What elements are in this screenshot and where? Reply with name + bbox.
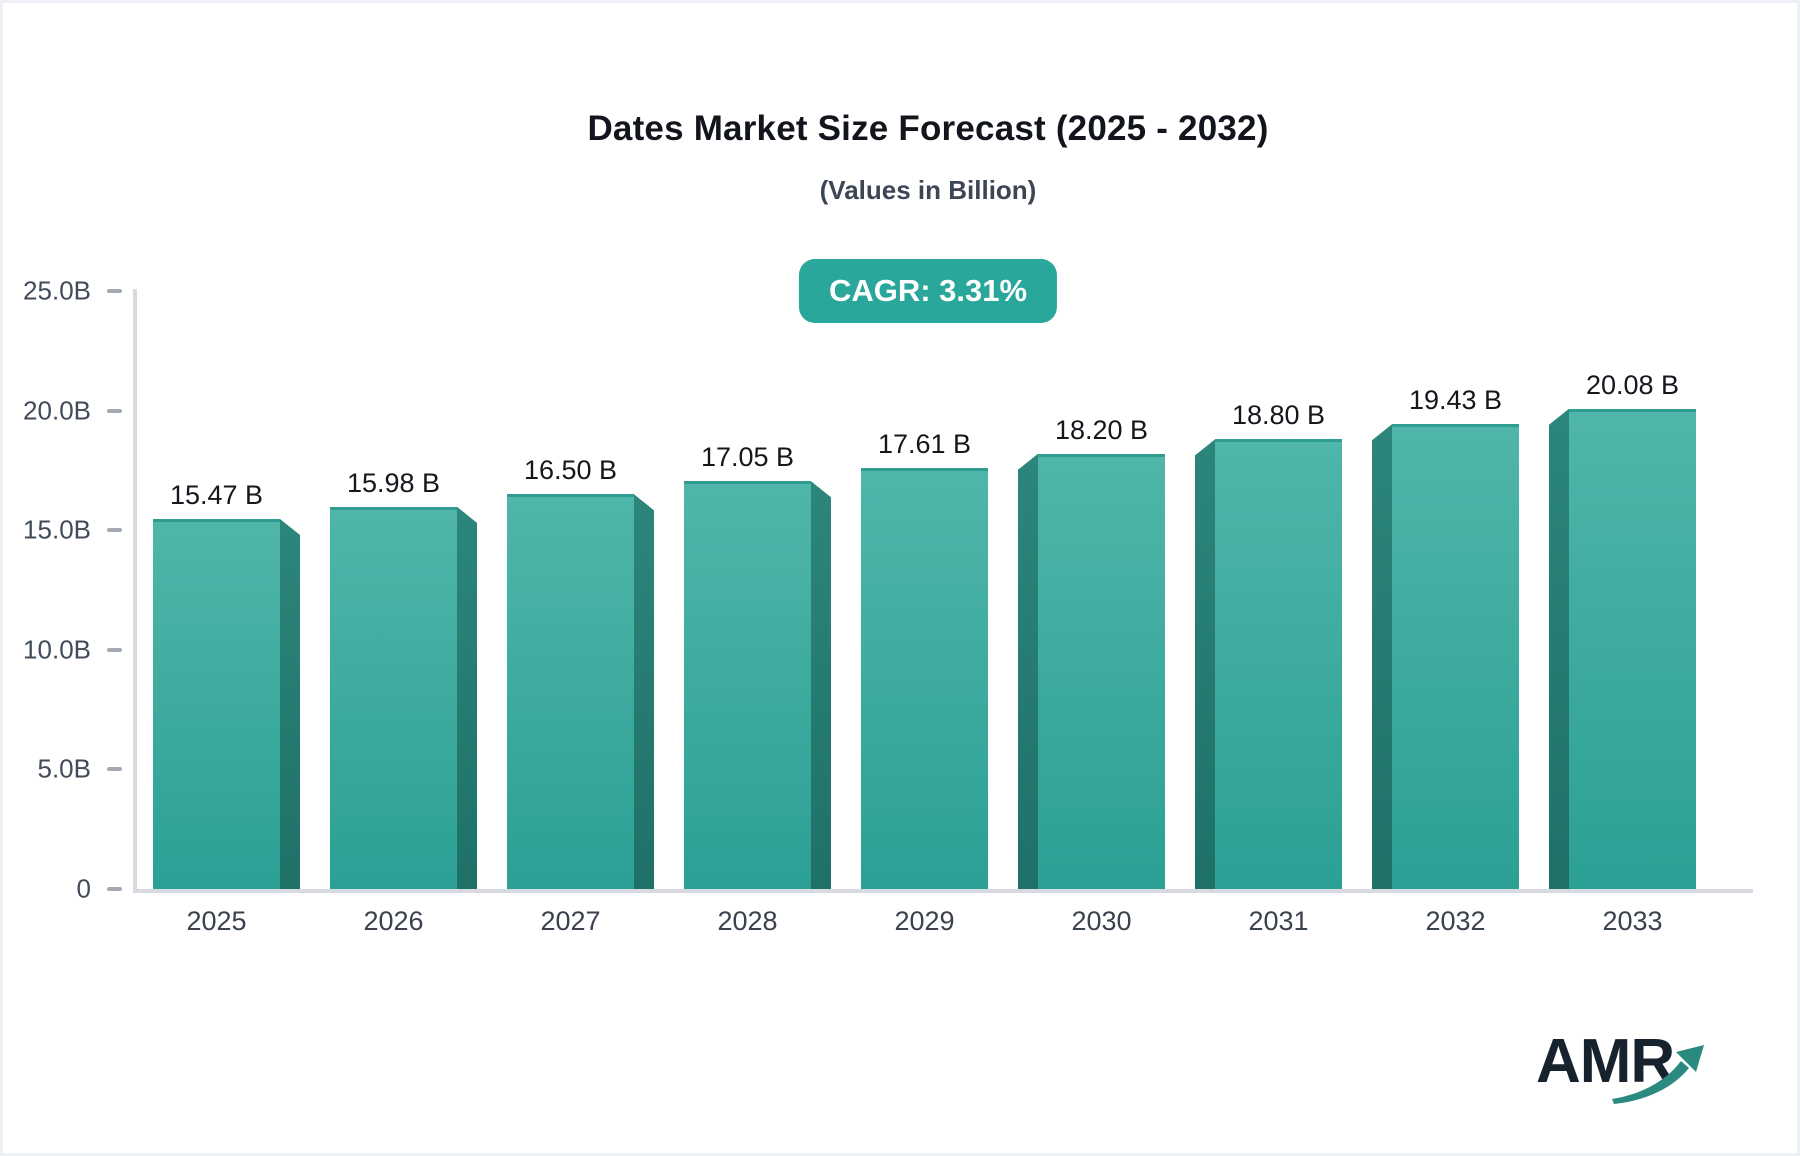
x-axis-label: 2025 bbox=[186, 906, 247, 936]
y-axis-tick-label: 10.0B bbox=[23, 634, 91, 665]
cagr-badge: CAGR: 3.31% bbox=[798, 259, 1058, 323]
x-axis-line bbox=[133, 889, 1753, 893]
y-axis-tick-mark bbox=[107, 767, 122, 772]
bar-side-face bbox=[1018, 453, 1038, 889]
bar-side-face bbox=[280, 519, 300, 889]
bar-face bbox=[330, 506, 457, 889]
bar-value-label: 17.61 B bbox=[877, 428, 972, 459]
bar-2030 bbox=[1018, 453, 1165, 889]
y-axis-line bbox=[133, 289, 137, 893]
page-title: Dates Market Size Forecast (2025 - 2032) bbox=[587, 109, 1269, 148]
y-axis-tick-mark bbox=[107, 647, 122, 652]
bar-2033 bbox=[1549, 408, 1696, 889]
x-axis-label: 2033 bbox=[1602, 906, 1663, 936]
bar-2027 bbox=[507, 494, 654, 889]
bar-value-label: 15.98 B bbox=[346, 467, 441, 498]
bar-value-label: 20.08 B bbox=[1585, 369, 1680, 400]
y-axis-tick-label: 15.0B bbox=[23, 514, 91, 545]
bar-value-label: 18.20 B bbox=[1054, 414, 1149, 445]
amr-logo-text: AMR bbox=[1536, 1027, 1675, 1096]
bar-side-face bbox=[1372, 424, 1392, 889]
bar-side-face bbox=[1549, 408, 1569, 889]
amr-logo: AMR bbox=[1536, 1031, 1716, 1107]
bar-face bbox=[507, 494, 634, 889]
x-axis-label: 2032 bbox=[1425, 906, 1486, 936]
bar-side-face bbox=[457, 506, 477, 889]
y-axis-tick-mark bbox=[107, 289, 122, 293]
bar-face bbox=[1038, 453, 1165, 889]
bar-face bbox=[1392, 424, 1519, 889]
y-axis-tick-label: 20.0B bbox=[23, 395, 91, 426]
bar-face bbox=[1569, 408, 1696, 889]
y-axis-tick-mark bbox=[107, 887, 122, 891]
x-axis-label: 2026 bbox=[363, 906, 424, 936]
y-axis-tick-label: 5.0B bbox=[37, 753, 92, 784]
bar-2032 bbox=[1372, 424, 1519, 889]
bar-side-face bbox=[811, 481, 831, 889]
bar-value-label: 15.47 B bbox=[169, 480, 264, 510]
bar-2025 bbox=[153, 519, 300, 889]
x-axis-label: 2027 bbox=[540, 906, 601, 936]
bar-2029 bbox=[861, 467, 988, 889]
bar-face bbox=[861, 467, 988, 889]
bar-chart-plot: 15.47 B 2025 15.98 B 2026 16.50 B 2027 17.05 B… bbox=[133, 291, 1750, 936]
chart-subtitle: (Values in Billion) bbox=[819, 175, 1037, 205]
y-axis: 25.0B 20.0B 15.0B 10.0B 5.0B 0 bbox=[3, 276, 133, 904]
bar-value-label: 19.43 B bbox=[1408, 385, 1503, 416]
growth-arrow-icon bbox=[1612, 1045, 1704, 1104]
bar-2028 bbox=[684, 481, 831, 889]
x-axis-label: 2029 bbox=[894, 906, 955, 936]
bar-side-face bbox=[634, 494, 654, 889]
chart-card: Dates Market Size Forecast (2025 - 2032)… bbox=[3, 3, 1797, 1153]
bar-value-label: 17.05 B bbox=[700, 442, 795, 473]
x-axis-label: 2030 bbox=[1071, 906, 1132, 936]
y-axis-tick-mark bbox=[107, 528, 122, 533]
x-axis-label: 2028 bbox=[717, 906, 778, 936]
bar-value-label: 16.50 B bbox=[523, 455, 618, 486]
bar-face bbox=[1215, 439, 1342, 889]
bar-2026 bbox=[330, 506, 477, 889]
x-axis-label: 2031 bbox=[1248, 906, 1309, 936]
bar-2031 bbox=[1195, 439, 1342, 889]
y-axis-tick-label: 0 bbox=[76, 873, 91, 904]
bar-face bbox=[153, 519, 280, 889]
bar-side-face bbox=[1195, 439, 1215, 889]
y-axis-tick-mark bbox=[107, 408, 122, 413]
y-axis-tick-label: 25.0B bbox=[23, 275, 91, 306]
bar-value-label: 18.80 B bbox=[1231, 400, 1326, 431]
bar-face bbox=[684, 481, 811, 889]
